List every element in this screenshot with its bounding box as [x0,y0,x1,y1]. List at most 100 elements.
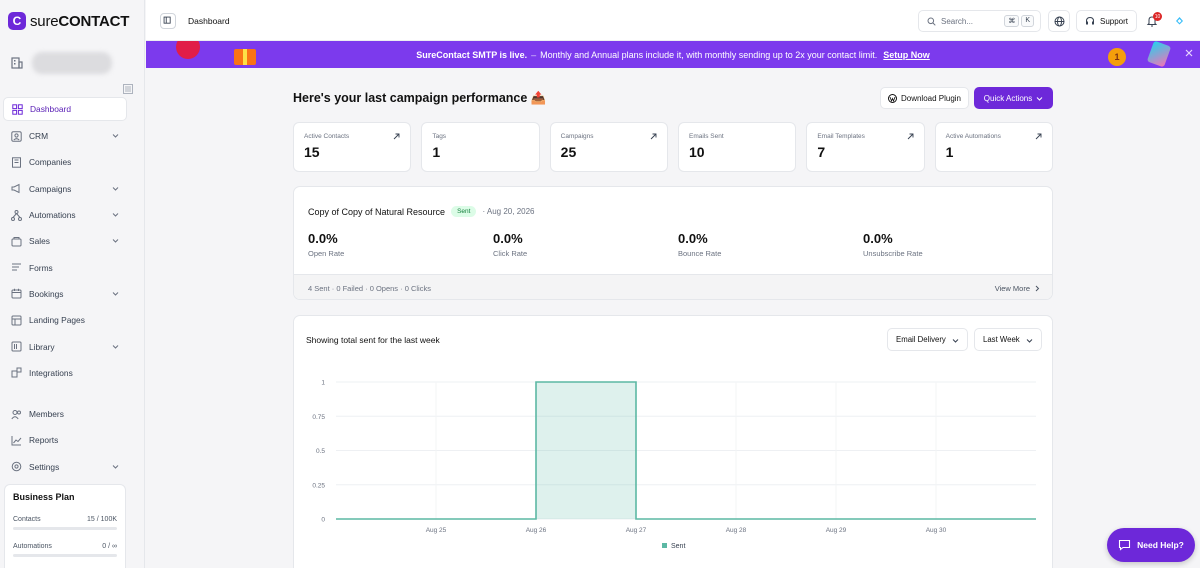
chevron-right-icon [1035,285,1040,291]
sidebar-item-forms[interactable]: Forms [3,254,127,280]
plan-automations-bar [13,554,117,557]
language-button[interactable] [1048,10,1070,32]
stat-value: 7 [817,144,826,160]
building-icon [11,57,23,69]
balloon-icon [176,41,200,59]
banner-setup-link[interactable]: Setup Now [883,49,930,60]
sidebar-item-label: Members [29,409,64,420]
sidebar-item-label: Companies [29,157,72,168]
stat-value: 25 [560,144,577,160]
sidebar-item-label: Forms [29,262,53,273]
plan-title: Business Plan [13,492,75,502]
campaign-header: Copy of Copy of Natural Resource Sent · … [308,206,535,217]
sidebar-item-reports[interactable]: Reports [3,427,127,453]
campaign-date: · Aug 20, 2026 [482,207,535,216]
stat-card-active-automations[interactable]: Active Automations 1 [934,122,1053,172]
building-icon [12,157,21,168]
form-icon [12,263,21,271]
sidebar-item-campaigns[interactable]: Campaigns [3,176,127,202]
workspace-switcher[interactable] [10,52,112,74]
sidebar-item-dashboard[interactable]: Dashboard [3,97,127,121]
sidebar-item-bookings[interactable]: Bookings [3,281,127,307]
plan-contacts-row: Contacts 15 / 100K [13,516,117,523]
metric-value: 0.0% [493,231,523,246]
y-tick-label: 0.25 [312,482,325,489]
sidebar: C sureCONTACT Dashboard CRM Companies Ca… [0,0,145,568]
download-plugin-button[interactable]: Download Plugin [880,87,969,109]
stats-row: Active Contacts 15 Tags 1 Campaigns 25 E… [293,122,1053,172]
sidebar-item-label: Settings [29,461,60,472]
medal-icon: 1 [1108,48,1126,66]
sidebar-collapse-icon[interactable] [123,84,133,94]
stat-card-campaigns[interactable]: Campaigns 25 [549,122,668,172]
metric-open-rate: 0.0% Open Rate [308,231,344,258]
close-icon[interactable] [1184,48,1194,58]
delivery-type-select[interactable]: Email Delivery [887,328,968,351]
x-tick-label: Aug 30 [926,527,947,534]
metric-bounce-rate: 0.0% Bounce Rate [678,231,721,258]
sidebar-nav: Dashboard CRM Companies Campaigns Automa… [3,97,127,480]
party-popper-icon [1146,41,1172,68]
support-button[interactable]: Support [1076,10,1137,32]
series-line-sent [336,381,1036,520]
banner-text: Monthly and Annual plans include it, wit… [540,49,878,60]
chevron-down-icon [952,339,959,343]
search-icon [927,17,936,26]
y-tick-label: 0.5 [316,448,325,455]
search-input[interactable]: Search... ⌘ K [918,10,1041,32]
sidebar-item-sales[interactable]: Sales [3,228,127,254]
stat-label: Active Contacts [304,133,350,140]
kbd-k: K [1021,15,1034,27]
sent-chart-card: Showing total sent for the last week Ema… [293,315,1053,568]
campaign-name[interactable]: Copy of Copy of Natural Resource [308,206,446,217]
stat-label: Emails Sent [688,133,724,140]
sidebar-item-label: Bookings [29,288,64,299]
plan-automations-row: Automations 0 / ∞ [13,543,117,550]
extension-icon[interactable] [1174,15,1185,26]
plan-automations-value: 0 / ∞ [102,543,117,550]
quick-actions-button[interactable]: Quick Actions [974,87,1053,109]
panel-icon [163,16,171,24]
legend-swatch-sent [662,543,667,548]
campaign-summary: 4 Sent · 0 Failed · 0 Opens · 0 Clicks [308,283,431,293]
metric-label: Bounce Rate [678,249,722,258]
page-heading: Here's your last campaign performance 📤 [293,91,547,105]
y-tick-label: 1 [321,380,325,387]
logo[interactable]: C sureCONTACT [8,12,129,30]
banner-separator: – [531,49,537,60]
plan-contacts-bar [13,527,117,530]
arrow-up-right-icon [907,133,914,140]
date-range-select[interactable]: Last Week [974,328,1042,351]
stat-card-active-contacts[interactable]: Active Contacts 15 [293,122,412,172]
kbd-cmd: ⌘ [1004,15,1020,27]
sidebar-item-library[interactable]: Library [3,333,127,359]
view-more-link[interactable]: View More [995,284,1040,293]
download-plugin-label: Download Plugin [900,93,962,103]
sidebar-item-companies[interactable]: Companies [3,149,127,175]
sidebar-item-integrations[interactable]: Integrations [3,360,127,386]
sidebar-item-members[interactable]: Members [3,401,127,427]
quick-actions-label: Quick Actions [983,93,1033,103]
arrow-up-right-icon [1035,133,1042,140]
stat-card-tags[interactable]: Tags 1 [421,122,540,172]
sidebar-item-automations[interactable]: Automations [3,202,127,228]
plan-automations-label: Automations [13,543,52,550]
topbar: Dashboard Search... ⌘ K Support 10 [146,0,1200,41]
sidebar-toggle-button[interactable] [160,13,176,29]
stat-card-emails-sent[interactable]: Emails Sent 10 [677,122,797,172]
sidebar-item-landing-pages[interactable]: Landing Pages [3,307,127,333]
sidebar-item-crm[interactable]: CRM [3,123,127,149]
search-shortcut: ⌘ K [1004,15,1034,27]
puzzle-icon [11,367,22,378]
stat-value: 15 [304,144,320,160]
stat-card-email-templates[interactable]: Email Templates 7 [806,122,925,172]
gift-icon [234,49,256,65]
chat-bubble-icon [1119,539,1131,551]
legend-label-sent: Sent [671,543,685,550]
plan-card: Business Plan Contacts 15 / 100K Automat… [4,484,126,568]
library-icon [11,341,22,352]
users-icon [11,409,21,419]
sidebar-item-settings[interactable]: Settings [3,454,127,480]
need-help-button[interactable]: Need Help? [1107,528,1195,562]
chevron-down-icon [112,134,119,138]
